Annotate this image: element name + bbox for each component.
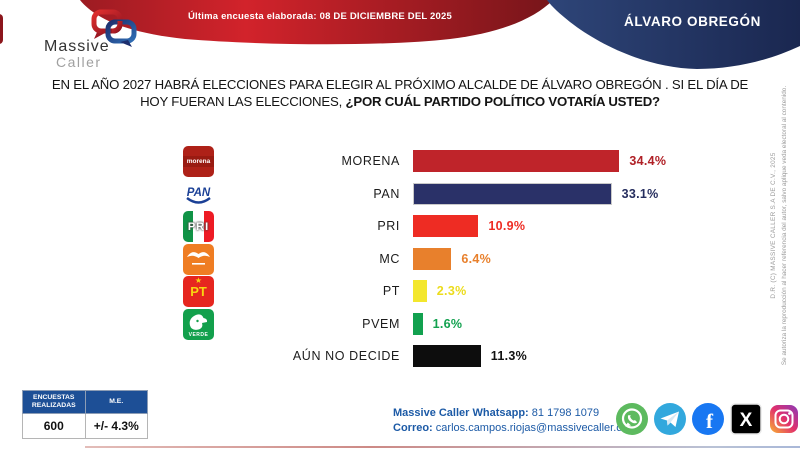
- copyright-line: D.R. (C) MASSIVE CALLER S.A DE C.V., 202…: [770, 152, 777, 299]
- stats-header-encuestas: ENCUESTAS REALIZADAS: [22, 390, 86, 414]
- value-label: 33.1%: [621, 186, 659, 201]
- blue-ribbon: [547, 0, 800, 69]
- bar: [413, 182, 612, 205]
- party-label: PVEM: [362, 316, 400, 331]
- speech-bubbles-icon: [91, 9, 137, 47]
- value-label: 6.4%: [461, 251, 492, 266]
- bar: [413, 345, 481, 367]
- value-label: 11.3%: [490, 349, 528, 363]
- footer-gradient-line: [85, 446, 800, 448]
- title-line2-bold: ¿POR CUÁL PARTIDO POLÍTICO VOTARÍA USTED…: [345, 94, 661, 109]
- instagram-icon[interactable]: [766, 401, 800, 437]
- title-line1: EN EL AÑO 2027 HABRÁ ELECCIONES PARA ELE…: [51, 77, 749, 92]
- bar: [413, 280, 427, 302]
- authorization-line: Se autoriza la reproducción al hacer ref…: [781, 85, 788, 366]
- bar: [413, 150, 620, 172]
- stats-value-encuestas: 600: [22, 413, 86, 439]
- svg-text:f: f: [706, 409, 714, 433]
- contact-whatsapp-line: Massive Caller Whatsapp: 81 1798 1079: [393, 406, 637, 421]
- party-label: PAN: [373, 186, 400, 201]
- social-icons-row: f X: [614, 401, 800, 437]
- sample-stats-table: ENCUESTAS REALIZADAS M.E. 600 +/- 4.3%: [22, 390, 148, 439]
- party-label: PRI: [377, 219, 400, 233]
- party-label: MC: [379, 251, 400, 266]
- morena-party-logo: morena: [183, 146, 214, 177]
- telegram-icon[interactable]: [652, 401, 688, 437]
- left-edge-accent: [0, 14, 3, 44]
- chart-row: MC 6.4%: [0, 243, 770, 275]
- mc-party-logo: [183, 243, 214, 275]
- header-banner-graphic: [0, 0, 800, 69]
- party-label: PT: [382, 284, 400, 298]
- stats-header-me: M.E.: [84, 390, 148, 414]
- party-label: MORENA: [341, 154, 400, 168]
- logo-text-caller: Caller: [56, 54, 102, 70]
- pt-party-logo: ★ PT: [183, 276, 214, 307]
- value-label: 34.4%: [629, 154, 667, 168]
- stats-value-me: +/- 4.3%: [84, 413, 148, 439]
- x-icon[interactable]: X: [728, 401, 764, 437]
- chart-row: morena MORENA 34.4%: [0, 146, 770, 177]
- chart-row: AÚN NO DECIDE 11.3%: [0, 341, 770, 372]
- whatsapp-number: 81 1798 1079: [528, 407, 600, 419]
- value-label: 1.6%: [432, 316, 463, 331]
- pvem-party-logo: VERDE: [183, 308, 214, 340]
- bar: [413, 312, 423, 335]
- legal-vertical-text: D.R. (C) MASSIVE CALLER S.A DE C.V., 202…: [768, 53, 794, 398]
- chart-row: VERDE PVEM 1.6%: [0, 308, 770, 340]
- bar: [413, 247, 452, 270]
- whatsapp-label: Massive Caller Whatsapp:: [393, 407, 529, 419]
- value-label: 2.3%: [436, 284, 467, 298]
- svg-text:PAN: PAN: [187, 187, 211, 199]
- pri-party-logo: PRI: [183, 211, 214, 242]
- chart-row: ★ PT PT 2.3%: [0, 276, 770, 307]
- massive-caller-logo: Massive Caller: [40, 6, 170, 70]
- location-banner: ÁLVARO OBREGÓN: [624, 14, 761, 29]
- facebook-icon[interactable]: f: [690, 401, 726, 437]
- contact-email-line: Correo: carlos.campos.riojas@massivecall…: [393, 421, 637, 436]
- chart-row: PAN PAN 33.1%: [0, 178, 770, 210]
- whatsapp-icon[interactable]: [614, 401, 650, 437]
- email-label: Correo:: [393, 422, 433, 434]
- red-ribbon: [80, 0, 553, 45]
- bar: [413, 215, 479, 237]
- contact-block: Massive Caller Whatsapp: 81 1798 1079 Co…: [393, 406, 637, 436]
- title-line2-regular: HOY FUERAN LAS ELECCIONES,: [140, 94, 346, 109]
- survey-date-banner: Última encuesta elaborada: 08 DE DICIEMB…: [188, 11, 452, 22]
- question-title: EN EL AÑO 2027 HABRÁ ELECCIONES PARA ELE…: [30, 76, 770, 110]
- logo-text-massive: Massive: [44, 38, 110, 55]
- value-label: 10.9%: [488, 219, 526, 233]
- chart-row: PRI PRI 10.9%: [0, 211, 770, 242]
- svg-text:X: X: [740, 410, 753, 431]
- pan-party-logo: PAN: [183, 178, 214, 210]
- party-label: AÚN NO DECIDE: [292, 349, 400, 363]
- poll-bar-chart: morena MORENA 34.4% PAN PAN 33.1% PRI PRI 10.9% M…: [0, 146, 770, 381]
- email-address: carlos.campos.riojas@massivecaller.com: [432, 422, 638, 434]
